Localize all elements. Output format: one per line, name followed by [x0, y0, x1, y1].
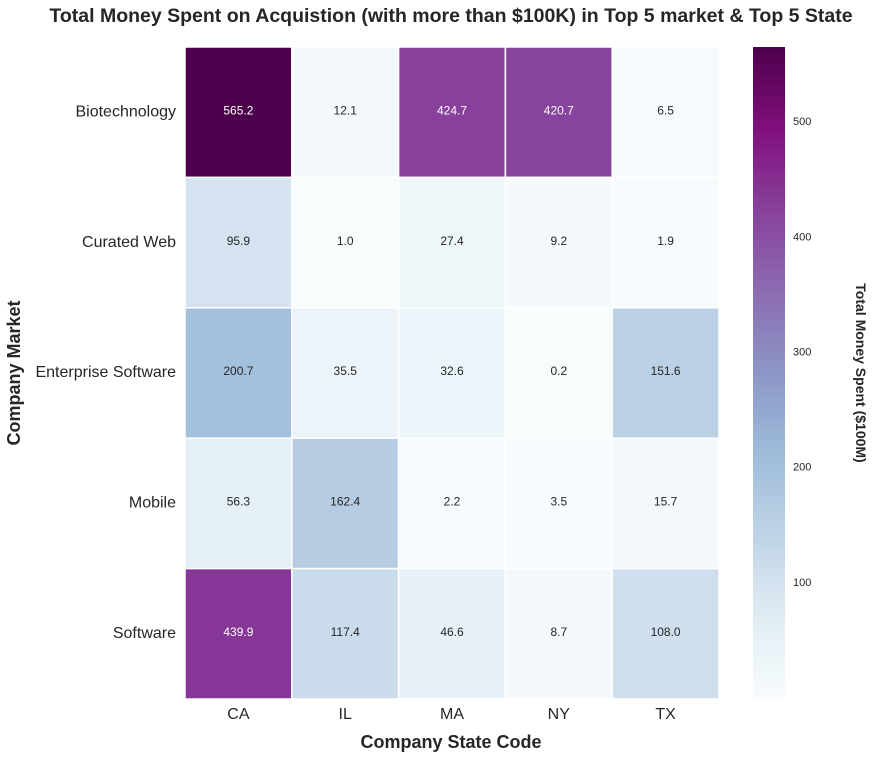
- x-tick-label: TX: [655, 706, 676, 723]
- heatmap-cell: [397, 307, 507, 439]
- heatmap-cell: [397, 46, 507, 179]
- y-axis-label: Company Market: [4, 300, 24, 445]
- cell-value-label: 6.5: [657, 103, 674, 117]
- cell-value-label: 27.4: [440, 234, 464, 248]
- heatmap-cell: [397, 176, 507, 309]
- cell-value-label: 1.9: [657, 234, 674, 248]
- cell-value-labels: 565.2 12.1 424.7 420.7 6.5 95.9 1.0 27.4 9.2 1.9 2…: [223, 103, 681, 639]
- y-tick-label: Enterprise Software: [35, 364, 176, 381]
- x-tick-label: NY: [548, 706, 571, 723]
- cell-value-label: 424.7: [437, 103, 467, 117]
- cell-value-label: 9.2: [550, 234, 567, 248]
- cell-value-label: 162.4: [330, 495, 360, 509]
- cell-value-label: 95.9: [227, 234, 251, 248]
- heatmap-cell: [184, 567, 293, 700]
- y-tick-label: Curated Web: [82, 234, 176, 251]
- heatmap-cells: [184, 46, 720, 700]
- cell-value-label: 117.4: [331, 625, 360, 639]
- cell-value-label: 35.5: [334, 364, 358, 378]
- cell-value-label: 108.0: [651, 625, 681, 639]
- cell-value-label: 15.7: [654, 495, 678, 509]
- cell-value-label: 151.6: [651, 364, 681, 378]
- cell-value-label: 2.2: [444, 495, 461, 509]
- heatmap-cell: [611, 46, 720, 179]
- heatmap-cell: [291, 567, 400, 700]
- cell-value-label: 46.6: [440, 625, 464, 639]
- chart-title: Total Money Spent on Acquistion (with mo…: [49, 5, 852, 27]
- heatmap-cell: [184, 176, 293, 309]
- heatmap-cell: [611, 567, 720, 700]
- cell-value-label: 420.7: [544, 103, 574, 117]
- heatmap-cell: [291, 437, 400, 570]
- heatmap-cell: [397, 567, 507, 700]
- cell-value-label: 3.5: [550, 495, 567, 509]
- cell-value-label: 0.2: [550, 364, 567, 378]
- cell-value-label: 200.7: [223, 364, 253, 378]
- cell-value-label: 56.3: [227, 495, 251, 509]
- heatmap-cell: [611, 437, 720, 570]
- heatmap-cell: [291, 46, 400, 179]
- heatmap-cell: [504, 46, 613, 179]
- x-axis-label: Company State Code: [360, 732, 541, 752]
- y-tick-label: Software: [113, 625, 176, 642]
- heatmap-cell: [504, 437, 613, 570]
- colorbar-label: Total Money Spent ($100M): [853, 283, 869, 462]
- cell-value-label: 8.7: [550, 625, 567, 639]
- colorbar-tick-label: 300: [793, 346, 811, 358]
- x-tick-label: CA: [227, 706, 250, 723]
- cell-value-label: 1.0: [337, 234, 354, 248]
- colorbar-ticks: 100 200 300 400 500: [793, 116, 811, 589]
- cell-value-label: 439.9: [223, 625, 253, 639]
- cell-value-label: 12.1: [334, 103, 358, 117]
- cell-value-label: 565.2: [223, 103, 253, 117]
- colorbar-tick-label: 500: [793, 116, 811, 128]
- heatmap-cell: [611, 176, 720, 309]
- heatmap-cell: [397, 437, 507, 570]
- x-tick-label: MA: [440, 706, 464, 723]
- heatmap-cell: [184, 437, 293, 570]
- heatmap-cell: [291, 307, 400, 439]
- y-tick-label: Biotechnology: [75, 103, 176, 120]
- heatmap-cell: [611, 307, 720, 439]
- y-tick-labels: Biotechnology Curated Web Enterprise Softw…: [35, 103, 176, 642]
- y-tick-label: Mobile: [129, 495, 176, 512]
- colorbar-tick-label: 200: [793, 462, 811, 474]
- colorbar-tick-label: 400: [793, 231, 811, 243]
- colorbar: [753, 47, 785, 698]
- x-tick-label: IL: [339, 706, 352, 723]
- x-tick-labels: CA IL MA NY TX: [227, 706, 676, 723]
- cell-value-label: 32.6: [440, 364, 464, 378]
- colorbar-tick-label: 100: [793, 577, 811, 589]
- heatmap-cell: [184, 46, 293, 179]
- heatmap-cell: [504, 307, 613, 439]
